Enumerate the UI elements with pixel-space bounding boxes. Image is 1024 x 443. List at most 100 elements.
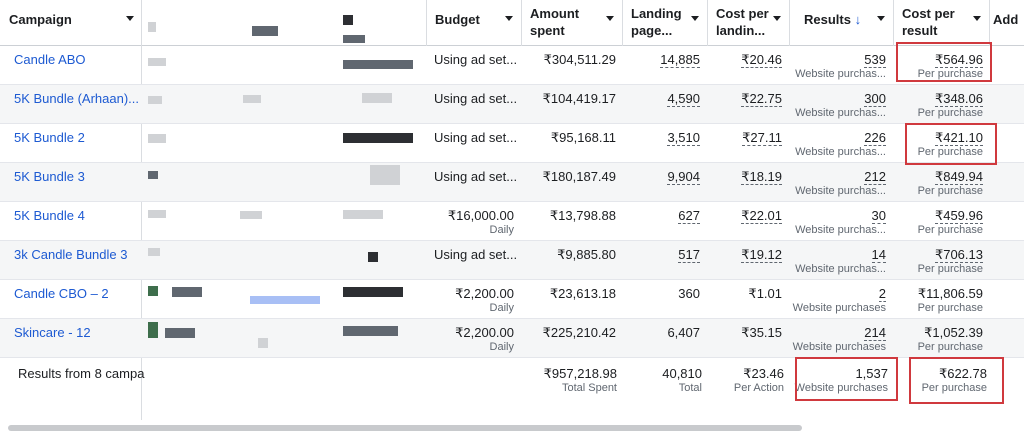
header-budget[interactable]: Budget bbox=[426, 0, 521, 46]
cost-per-landing-value: ₹19.12 bbox=[741, 247, 782, 263]
header-cost-per-result-label: Cost per result bbox=[902, 6, 955, 38]
table-row[interactable]: 5K Bundle 4 ₹16,000.00 Daily ₹13,798.88 627 ₹… bbox=[0, 202, 1024, 241]
landing-page-value: 4,590 bbox=[667, 91, 700, 107]
header-add[interactable]: Add bbox=[989, 0, 1024, 46]
amount-spent-value: ₹225,210.42 bbox=[542, 325, 616, 340]
totals-row: Results from 8 campa ₹957,218.98 Total S… bbox=[0, 358, 1024, 420]
cost-per-landing-value: ₹18.19 bbox=[741, 169, 782, 185]
results-sub: Website purchases bbox=[792, 302, 886, 314]
header-cost-per-landing[interactable]: Cost per landin... bbox=[707, 0, 789, 46]
campaign-name-link[interactable]: 5K Bundle (Arhaan)... bbox=[14, 91, 140, 106]
cost-per-result-value[interactable]: ₹421.10 bbox=[934, 130, 983, 146]
chevron-down-icon[interactable] bbox=[126, 16, 134, 21]
results-sub: Website purchas... bbox=[795, 224, 886, 236]
cost-per-landing-value: ₹1.01 bbox=[748, 286, 782, 301]
table-row[interactable]: 5K Bundle 3 Using ad set... ₹180,187.49 9,9… bbox=[0, 163, 1024, 202]
header-results[interactable]: Results ↓ bbox=[789, 0, 893, 46]
cost-per-result-sub: Per purchase bbox=[917, 107, 983, 119]
budget-value: ₹16,000.00 bbox=[447, 208, 514, 223]
budget-sub: Daily bbox=[489, 341, 514, 353]
campaign-name-link[interactable]: 5K Bundle 2 bbox=[14, 130, 85, 145]
results-value[interactable]: 14 bbox=[871, 247, 886, 263]
budget-value: Using ad set... bbox=[434, 52, 518, 67]
amount-spent-value: ₹180,187.49 bbox=[542, 169, 616, 184]
cost-per-result-value[interactable]: ₹459.96 bbox=[934, 208, 983, 224]
header-amount-spent-label: Amount spent bbox=[530, 6, 580, 38]
landing-page-value: 9,904 bbox=[667, 169, 700, 185]
header-cost-per-landing-label: Cost per landin... bbox=[716, 6, 769, 38]
results-sub: Website purchas... bbox=[795, 146, 886, 158]
cost-per-result-value[interactable]: ₹11,806.59 bbox=[917, 286, 983, 301]
totals-results-sub: Website purchases bbox=[794, 382, 888, 394]
campaign-name-link[interactable]: Candle CBO – 2 bbox=[14, 286, 109, 301]
campaign-name-link[interactable]: Candle ABO bbox=[14, 52, 86, 67]
cost-per-result-value[interactable]: ₹564.96 bbox=[934, 52, 983, 68]
cost-per-result-sub: Per purchase bbox=[917, 341, 983, 353]
header-landing-page-label: Landing page... bbox=[631, 6, 682, 38]
results-value[interactable]: 226 bbox=[864, 130, 886, 146]
campaign-name-link[interactable]: Skincare - 12 bbox=[14, 325, 91, 340]
cost-per-landing-value: ₹22.01 bbox=[741, 208, 782, 224]
table-row[interactable]: 5K Bundle (Arhaan)... Using ad set... ₹104… bbox=[0, 85, 1024, 124]
cost-per-result-value[interactable]: ₹1,052.39 bbox=[924, 325, 983, 340]
landing-page-value: 517 bbox=[678, 247, 700, 263]
amount-spent-value: ₹13,798.88 bbox=[549, 208, 616, 223]
results-value[interactable]: 212 bbox=[864, 169, 886, 185]
header-cost-per-result[interactable]: Cost per result bbox=[893, 0, 989, 46]
chevron-down-icon[interactable] bbox=[505, 16, 513, 21]
totals-spent: ₹957,218.98 bbox=[543, 366, 617, 381]
header-campaign[interactable]: Campaign bbox=[0, 0, 142, 46]
landing-page-value: 6,407 bbox=[667, 325, 700, 340]
header-landing-page[interactable]: Landing page... bbox=[622, 0, 707, 46]
highlight-box bbox=[909, 357, 1004, 404]
totals-results: 1,537 bbox=[855, 366, 888, 381]
cost-per-landing-value: ₹22.75 bbox=[741, 91, 782, 107]
landing-page-value: 3,510 bbox=[667, 130, 700, 146]
campaign-name-link[interactable]: 5K Bundle 4 bbox=[14, 208, 85, 223]
highlight-box bbox=[896, 42, 992, 82]
results-value[interactable]: 30 bbox=[871, 208, 886, 224]
totals-cost-result-sub: Per purchase bbox=[921, 382, 987, 394]
chevron-down-icon[interactable] bbox=[877, 16, 885, 21]
cost-per-landing-value: ₹20.46 bbox=[741, 52, 782, 68]
header-add-label: Add bbox=[993, 12, 1019, 27]
amount-spent-value: ₹104,419.17 bbox=[542, 91, 616, 106]
cost-per-result-value[interactable]: ₹348.06 bbox=[934, 91, 983, 107]
chevron-down-icon[interactable] bbox=[773, 16, 781, 21]
budget-value: Using ad set... bbox=[434, 91, 518, 106]
table-row[interactable]: Skincare - 12 ₹2,200.00 Daily ₹225,210.42 6,… bbox=[0, 319, 1024, 358]
cost-per-result-value[interactable]: ₹849.94 bbox=[934, 169, 983, 185]
campaign-name-link[interactable]: 3k Candle Bundle 3 bbox=[14, 247, 128, 262]
amount-spent-value: ₹304,511.29 bbox=[543, 52, 616, 67]
landing-page-value: 627 bbox=[678, 208, 700, 224]
campaign-name-link[interactable]: 5K Bundle 3 bbox=[14, 169, 85, 184]
chevron-down-icon[interactable] bbox=[973, 16, 981, 21]
results-value[interactable]: 2 bbox=[878, 286, 886, 302]
header-amount-spent[interactable]: Amount spent bbox=[521, 0, 622, 46]
highlight-box bbox=[795, 357, 898, 401]
table-row[interactable]: Candle CBO – 2 ₹2,200.00 Daily ₹23,613.18 36… bbox=[0, 280, 1024, 319]
cost-per-result-sub: Per purchase bbox=[917, 68, 983, 80]
totals-spent-sub: Total Spent bbox=[561, 382, 617, 394]
horizontal-scrollbar[interactable] bbox=[8, 425, 802, 431]
table-row[interactable]: 5K Bundle 2 Using ad set... ₹95,168.11 3,51… bbox=[0, 124, 1024, 163]
chevron-down-icon[interactable] bbox=[691, 16, 699, 21]
cost-per-result-sub: Per purchase bbox=[917, 302, 983, 314]
totals-landing: 40,810 bbox=[662, 366, 702, 381]
budget-value: Using ad set... bbox=[434, 247, 518, 262]
chevron-down-icon[interactable] bbox=[606, 16, 614, 21]
cost-per-result-sub: Per purchase bbox=[917, 263, 983, 275]
results-value[interactable]: 300 bbox=[864, 91, 886, 107]
results-value[interactable]: 214 bbox=[864, 325, 886, 341]
cost-per-result-sub: Per purchase bbox=[917, 224, 983, 236]
cost-per-result-value[interactable]: ₹706.13 bbox=[934, 247, 983, 263]
table-row[interactable]: 3k Candle Bundle 3 Using ad set... ₹9,885.… bbox=[0, 241, 1024, 280]
cost-per-result-sub: Per purchase bbox=[917, 185, 983, 197]
cost-per-result-sub: Per purchase bbox=[917, 146, 983, 158]
results-value[interactable]: 539 bbox=[864, 52, 886, 68]
header-results-label: Results ↓ bbox=[804, 12, 862, 27]
amount-spent-value: ₹23,613.18 bbox=[549, 286, 616, 301]
budget-value: ₹2,200.00 bbox=[455, 286, 514, 301]
table-row[interactable]: Candle ABO Using ad set... ₹304,511.29 14,8… bbox=[0, 46, 1024, 85]
